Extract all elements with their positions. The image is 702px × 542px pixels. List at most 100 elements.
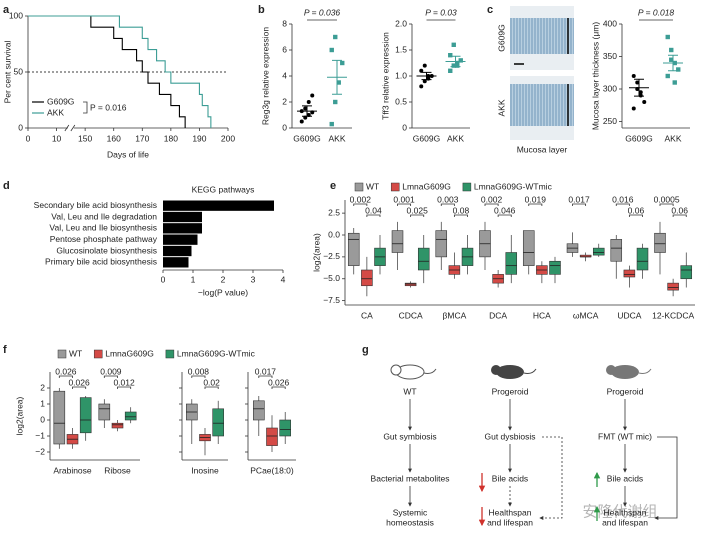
x-tick-label: PCae(18:0) — [250, 465, 294, 475]
image-akk-tissue — [510, 84, 574, 126]
y-tick-label: 2.0 — [395, 18, 407, 28]
diagram-node: and lifespan — [602, 517, 648, 527]
x-tick-label: G609G — [625, 133, 652, 143]
data-point — [310, 93, 315, 98]
x-tick-label: CDCA — [399, 310, 423, 320]
panel-label: a — [3, 4, 10, 16]
data-point — [665, 34, 670, 40]
diagram-node: Progeroid — [492, 386, 529, 396]
data-point — [340, 60, 345, 66]
y-tick-label: 0 — [40, 414, 45, 424]
p-value: 0.002 — [481, 194, 503, 204]
x-tick-label: AKK — [447, 133, 464, 143]
mouse-progeroid — [606, 365, 652, 379]
x-tick-label: Arabinose — [53, 465, 92, 475]
image-g609g-tissue — [510, 18, 574, 54]
box — [505, 252, 518, 275]
legend-swatch — [165, 349, 175, 359]
x-tick-label: 160 — [107, 133, 121, 143]
x-tick-label: 0 — [26, 133, 31, 143]
diagram-node: homeostasis — [386, 517, 434, 527]
box — [79, 397, 92, 434]
annotation: P = 0.016 — [90, 102, 127, 112]
panel-label: c — [487, 4, 493, 16]
category-label: Pentose phosphate pathway — [50, 234, 158, 244]
mouse-progeroid — [491, 365, 537, 379]
y-tick-label: 400 — [603, 18, 617, 28]
box — [253, 400, 265, 421]
annotation-bracket — [83, 101, 88, 114]
p-value: 0.002 — [350, 194, 372, 204]
data-point — [419, 68, 424, 73]
legend-label: AKK — [47, 107, 64, 117]
p-value: 0.025 — [407, 205, 429, 215]
legend-swatch — [390, 182, 400, 192]
category-label: Secondary bile acid biosynthesis — [34, 200, 157, 210]
watermark: 安隆代谢组 — [582, 503, 657, 521]
y-tick-label: −1 — [35, 430, 45, 440]
diagram-node: Bacterial metabolites — [371, 473, 450, 483]
significance-bracket — [117, 386, 132, 389]
diagram-node: Progeroid — [607, 386, 644, 396]
histology-images: G609G AKK Mucosa layer — [496, 6, 574, 154]
legend-swatch — [93, 349, 103, 359]
box — [549, 260, 561, 275]
significance-bracket — [58, 375, 73, 378]
y-tick-label: −5.0 — [323, 273, 340, 283]
x-axis-label: Days of life — [107, 149, 149, 159]
p-value: 0.001 — [393, 194, 415, 204]
data-point — [333, 34, 338, 40]
y-axis-label: log2(area) — [311, 233, 321, 272]
diagram-node: Systemic — [393, 507, 428, 517]
box — [361, 269, 373, 287]
box — [654, 232, 666, 253]
significance-bracket — [572, 203, 587, 206]
x-tick-label: 1 — [191, 274, 196, 284]
y-tick-label: 0 — [282, 122, 287, 132]
y-axis-label: Tff3 relative expression — [380, 32, 390, 120]
significance-bracket — [497, 214, 512, 217]
significance-bracket — [453, 214, 468, 217]
y-axis-label: Per cent survival — [2, 40, 12, 103]
data-point — [448, 68, 453, 73]
significance-bracket — [353, 203, 368, 206]
x-tick-label: Ribose — [104, 465, 131, 475]
data-point — [669, 47, 674, 53]
y-tick-label: 0.0 — [328, 229, 340, 239]
y-tick-label: 2.5 — [328, 207, 340, 217]
mouse-icons — [390, 364, 652, 380]
mouse-wt — [390, 364, 437, 380]
legend-label: WT — [366, 181, 379, 191]
data-point — [299, 119, 304, 124]
axis-break — [64, 124, 76, 132]
y-tick-label: 100 — [9, 10, 23, 20]
significance-bracket — [72, 386, 87, 389]
diagram-node: Gut symbiosis — [383, 431, 436, 441]
bar — [163, 223, 202, 234]
box — [435, 230, 448, 258]
y-tick-label: 50 — [14, 66, 24, 76]
survival-curve — [28, 15, 186, 128]
panel-label: f — [3, 344, 7, 356]
panel-label: b — [258, 4, 265, 16]
box — [680, 265, 693, 280]
data-point — [422, 63, 427, 68]
x-tick-label: βMCA — [442, 310, 466, 320]
p-value: 0.046 — [494, 205, 516, 215]
significance-bracket — [440, 203, 455, 206]
box — [610, 239, 623, 262]
significance-bracket — [258, 375, 273, 378]
data-point — [455, 60, 460, 66]
p-value: 0.016 — [612, 194, 634, 204]
box — [124, 411, 137, 421]
x-tick-label: G609G — [293, 133, 320, 143]
x-tick-label: 12-KCDCA — [652, 310, 694, 320]
data-point — [306, 100, 311, 104]
y-tick-label: 2 — [282, 96, 287, 106]
legend-label: LmnaG609G — [402, 181, 451, 191]
p-value: 0.019 — [525, 194, 547, 204]
panel-label: d — [3, 180, 10, 192]
x-tick-label: 170 — [135, 133, 149, 143]
x-tick-label: 200 — [221, 133, 235, 143]
x-tick-label: HCA — [533, 310, 551, 320]
